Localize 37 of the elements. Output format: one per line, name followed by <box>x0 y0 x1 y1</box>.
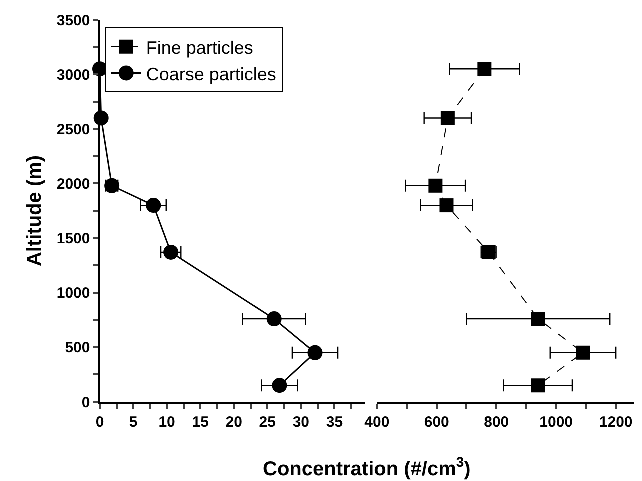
point <box>478 62 492 76</box>
y-axis-title: Altitude (m) <box>24 155 46 267</box>
point <box>440 111 455 126</box>
x-tick-label: 15 <box>192 414 209 431</box>
y-tick-label: 3000 <box>56 66 90 84</box>
x-tick-label: 30 <box>292 414 310 431</box>
y-tick-label: 1000 <box>56 285 90 302</box>
legend-label: Coarse particles <box>146 64 276 84</box>
x-tick-label: 20 <box>226 414 242 431</box>
y-tick-label: 2000 <box>56 176 90 193</box>
x-tick-label: 25 <box>259 414 276 431</box>
x-axis-title: Concentration (#/cm$^{3}$) <box>263 454 471 480</box>
x-tick-label: 800 <box>484 414 510 431</box>
point <box>440 198 454 213</box>
x-tick-label: 0 <box>96 414 104 431</box>
x-tick-label: 1200 <box>599 414 633 431</box>
y-tick-label: 0 <box>82 394 90 412</box>
point <box>146 198 162 214</box>
x-tick-label: 600 <box>424 414 450 431</box>
y-tick-label: 500 <box>65 340 90 357</box>
x-tick-label: 400 <box>364 414 390 431</box>
point <box>531 312 546 326</box>
point <box>531 378 546 393</box>
x-tick-label: 1000 <box>540 414 574 431</box>
point <box>576 346 590 360</box>
point <box>272 378 288 394</box>
x-tick-label: 35 <box>326 414 344 431</box>
point <box>308 345 323 360</box>
x-tick-label: 10 <box>158 414 176 431</box>
y-tick-label: 1500 <box>56 230 90 248</box>
legend-label: Fine particles <box>146 38 254 58</box>
y-tick-label: 3500 <box>56 12 90 30</box>
point <box>164 244 179 260</box>
point <box>266 312 282 327</box>
y-tick-label: 2500 <box>56 121 90 138</box>
point <box>428 178 443 193</box>
x-tick-label: 5 <box>129 414 138 431</box>
